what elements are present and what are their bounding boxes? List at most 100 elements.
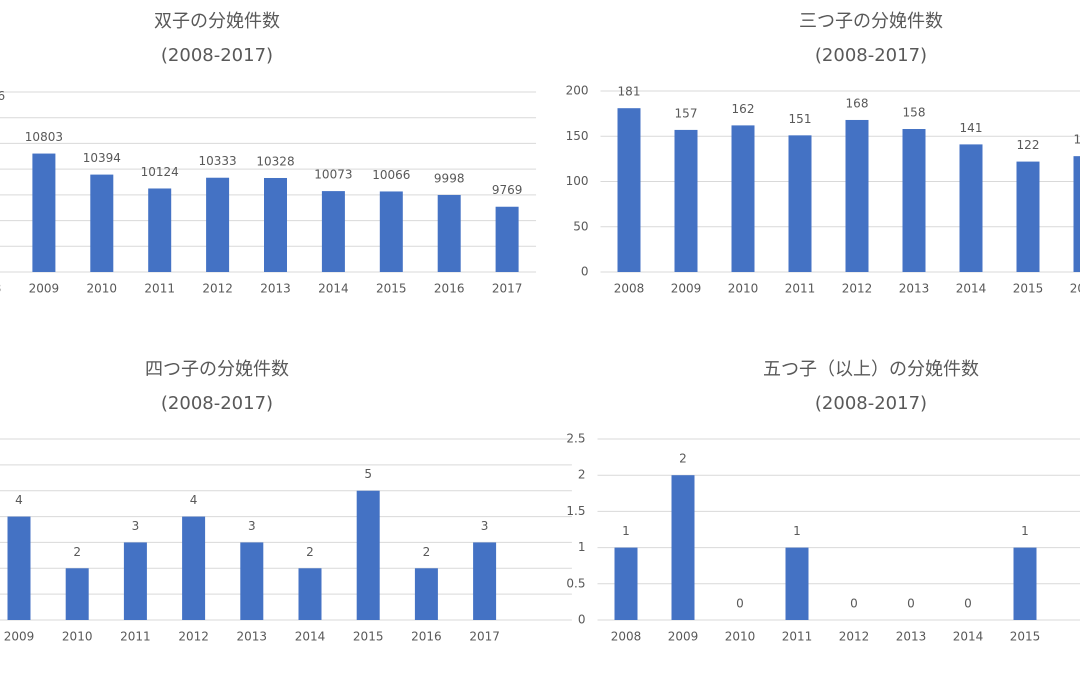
x-tick-label: 2012 xyxy=(178,630,209,644)
x-tick-label: 2009 xyxy=(29,282,60,296)
x-tick-label: 2009 xyxy=(668,630,699,644)
data-label: 2 xyxy=(423,545,431,559)
data-label: 4 xyxy=(15,493,23,507)
data-label: 5 xyxy=(364,467,372,481)
y-tick-label: 0 xyxy=(578,613,586,627)
bar xyxy=(264,177,287,272)
x-tick-label: 2015 xyxy=(353,630,384,644)
bar xyxy=(1073,156,1080,272)
data-label: 10394 xyxy=(83,151,121,165)
bar xyxy=(32,153,56,272)
data-label: 10066 xyxy=(372,168,410,182)
data-label: 9998 xyxy=(434,171,465,185)
bar xyxy=(495,206,519,272)
chart-title: 三つ子の分娩件数 xyxy=(799,11,943,32)
x-tick-label: 2014 xyxy=(953,630,984,644)
data-label: 162 xyxy=(732,102,755,116)
data-label: 1 xyxy=(1021,524,1029,538)
bar xyxy=(1016,161,1040,272)
bar xyxy=(959,144,983,272)
bar xyxy=(321,191,345,272)
x-tick-label: 2008 xyxy=(614,282,645,296)
data-label: 0 xyxy=(736,597,744,611)
y-tick-label: 100 xyxy=(566,174,589,188)
data-label: 122 xyxy=(1017,138,1040,152)
x-tick-label: 2015 xyxy=(376,282,407,296)
chart-subtitle: (2008-2017) xyxy=(815,45,927,66)
bar xyxy=(731,125,755,272)
x-tick-label: 2013 xyxy=(260,282,291,296)
y-tick-label: 50 xyxy=(573,219,588,233)
bar xyxy=(902,129,926,272)
y-tick-label: 1.5 xyxy=(566,504,585,518)
x-tick-label: 2017 xyxy=(469,630,500,644)
bar xyxy=(788,135,812,272)
bar xyxy=(298,568,322,620)
x-tick-label: 2012 xyxy=(839,630,870,644)
bar xyxy=(65,568,89,620)
data-label: 9769 xyxy=(492,183,523,197)
bar xyxy=(473,542,497,620)
data-label: 2 xyxy=(679,452,687,466)
bar xyxy=(379,191,403,272)
data-label: 3 xyxy=(248,519,256,533)
data-label: 0 xyxy=(907,597,915,611)
x-tick-label: 2011 xyxy=(785,282,816,296)
y-tick-label: 150 xyxy=(566,129,589,143)
x-tick-label: 2017 xyxy=(492,282,523,296)
bar xyxy=(148,188,172,272)
x-tick-label: 2013 xyxy=(896,630,927,644)
chart-subtitle: (2008-2017) xyxy=(815,393,927,414)
bar xyxy=(614,547,638,620)
bar xyxy=(123,542,147,620)
bar xyxy=(785,547,809,620)
x-tick-label: 2009 xyxy=(671,282,702,296)
bar xyxy=(90,174,114,272)
x-tick-label: 2008 xyxy=(611,630,642,644)
bar xyxy=(845,119,869,273)
data-label: 181 xyxy=(618,85,641,99)
bar xyxy=(414,568,438,620)
chart-subtitle: (2008-2017) xyxy=(161,45,273,66)
data-label: 158 xyxy=(903,106,926,120)
data-label: 10328 xyxy=(256,154,294,168)
data-label: 2 xyxy=(306,545,314,559)
bar xyxy=(617,108,641,272)
x-tick-label: 2013 xyxy=(899,282,930,296)
y-tick-label: 1 xyxy=(578,540,586,554)
x-tick-label: 2012 xyxy=(202,282,233,296)
bar xyxy=(674,129,698,272)
x-tick-label: 2010 xyxy=(62,630,93,644)
chart-title: 双子の分娩件数 xyxy=(154,11,280,32)
x-tick-label: 2016 xyxy=(434,282,465,296)
x-tick-label: 2016 xyxy=(1070,282,1080,296)
x-tick-label: 2014 xyxy=(956,282,987,296)
data-label: 141 xyxy=(960,121,983,135)
data-label: 2 xyxy=(73,545,81,559)
y-tick-label: 200 xyxy=(566,84,589,98)
y-tick-label: 0.5 xyxy=(566,576,585,590)
bar xyxy=(206,177,230,272)
bar xyxy=(1013,547,1037,620)
data-label: 4 xyxy=(190,493,198,507)
data-label: 168 xyxy=(846,96,869,110)
data-label: 3 xyxy=(132,519,140,533)
data-label: 128 xyxy=(1074,133,1080,147)
data-label: 151 xyxy=(789,112,812,126)
x-tick-label: 2014 xyxy=(295,630,326,644)
data-label: 10803 xyxy=(25,130,63,144)
x-tick-label: 2015 xyxy=(1010,630,1041,644)
x-tick-label: 2013 xyxy=(237,630,268,644)
x-tick-label: 2011 xyxy=(782,630,813,644)
x-tick-label: 2008 xyxy=(0,282,1,296)
data-label: 10073 xyxy=(314,168,352,182)
data-label: 3 xyxy=(481,519,489,533)
x-tick-label: 2015 xyxy=(1013,282,1044,296)
data-label: 1 xyxy=(622,524,630,538)
data-label: 157 xyxy=(675,106,698,120)
data-label: 0 xyxy=(964,597,972,611)
x-tick-label: 2016 xyxy=(411,630,442,644)
bar xyxy=(240,542,264,620)
x-tick-label: 2012 xyxy=(842,282,873,296)
